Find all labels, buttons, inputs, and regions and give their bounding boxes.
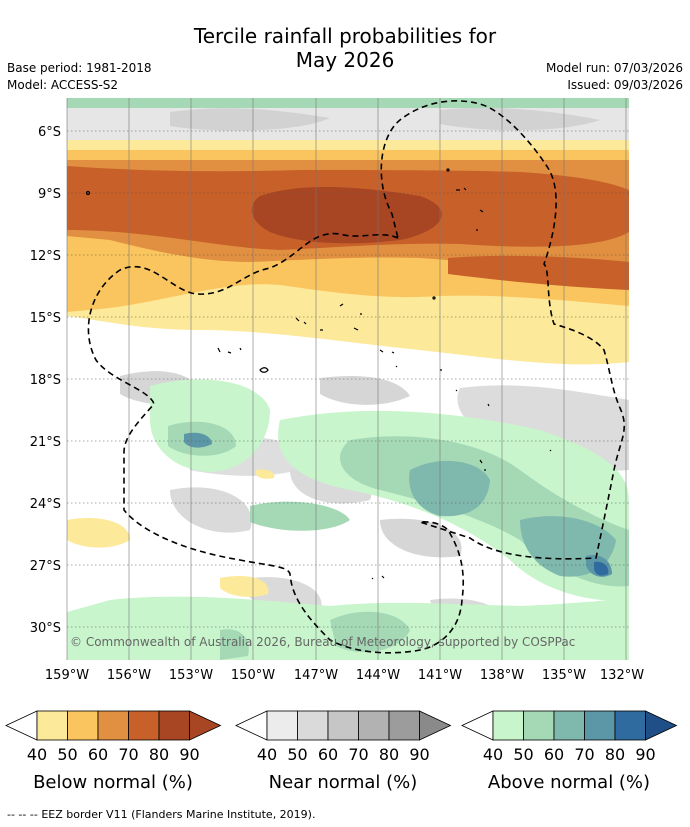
colorbar-tick-label: 70 xyxy=(118,745,138,764)
colorbar-tick-label: 70 xyxy=(348,745,368,764)
colorbar-segment xyxy=(128,710,160,741)
colorbar-segment xyxy=(523,710,555,741)
colorbar-tick-label: 40 xyxy=(27,745,47,764)
colorbar-segment xyxy=(36,710,68,741)
colorbar-segment xyxy=(97,710,129,741)
lat-label-24s: 24°S xyxy=(30,497,61,512)
colorbar-segment xyxy=(158,710,190,741)
eez-legend: -- -- -- EEZ border V11 (Flanders Marine… xyxy=(7,808,315,821)
lon-labels: 159°W 156°W 153°W 150°W 147°W 144°W 141°… xyxy=(45,668,644,683)
colorbar-tick-label: 70 xyxy=(574,745,594,764)
base-period: Base period: 1981-2018 xyxy=(7,61,152,75)
gridlines xyxy=(67,130,629,628)
colorbar-tick-label: 50 xyxy=(57,745,77,764)
colorbar-segment xyxy=(297,710,329,741)
colorbar-tick-label: 90 xyxy=(409,745,429,764)
colorbar-tick-label: 40 xyxy=(483,745,503,764)
lon-label-150w: 150°W xyxy=(231,668,275,683)
lat-label-27s: 27°S xyxy=(30,559,61,574)
lon-label-144w: 144°W xyxy=(356,668,400,683)
colorbar-tick-label: 40 xyxy=(257,745,277,764)
lat-label-6s: 6°S xyxy=(38,125,61,140)
lat-label-21s: 21°S xyxy=(30,435,61,450)
colorbar-segment xyxy=(327,710,359,741)
copyright-note: © Commonwealth of Australia 2026, Bureau… xyxy=(70,635,575,649)
colorbar-segment xyxy=(67,710,99,741)
colorbar-above-normal: 40 50 60 70 80 90 xyxy=(461,710,678,764)
lon-label-147w: 147°W xyxy=(294,668,338,683)
model-run-date: Model run: 07/03/2026 xyxy=(545,61,683,75)
colorbar-tick-label: 90 xyxy=(635,745,655,764)
lon-label-132w: 132°W xyxy=(600,668,644,683)
colorbar-tick-label: 60 xyxy=(544,745,564,764)
lon-label-153w: 153°W xyxy=(169,668,213,683)
lon-label-135w: 135°W xyxy=(542,668,586,683)
colorbar-below-normal: 40 50 60 70 80 90 xyxy=(5,710,222,764)
lat-label-9s: 9°S xyxy=(38,187,61,202)
lon-label-156w: 156°W xyxy=(107,668,151,683)
colorbar-title-above: Above normal (%) xyxy=(488,772,650,793)
eez-legend-symbol: -- -- -- xyxy=(7,808,38,821)
lon-label-141w: 141°W xyxy=(418,668,462,683)
meridians xyxy=(66,98,627,660)
issued-date: Issued: 09/03/2026 xyxy=(567,78,683,92)
lon-label-159w: 159°W xyxy=(45,668,89,683)
lon-label-138w: 138°W xyxy=(480,668,524,683)
colorbar-segment xyxy=(584,710,616,741)
colorbar-segment xyxy=(388,710,420,741)
colorbar-title-below: Below normal (%) xyxy=(33,772,193,793)
lat-label-18s: 18°S xyxy=(30,373,61,388)
colorbar-segment xyxy=(358,710,390,741)
colorbar-min-arrow xyxy=(5,710,38,741)
colorbar-tick-label: 80 xyxy=(605,745,625,764)
colorbar-tick-label: 50 xyxy=(287,745,307,764)
eez-legend-text: EEZ border V11 (Flanders Marine Institut… xyxy=(41,808,316,821)
lat-label-12s: 12°S xyxy=(30,249,61,264)
colorbar-segment xyxy=(266,710,298,741)
colorbar-max-arrow xyxy=(419,710,452,741)
colorbar-tick-label: 90 xyxy=(179,745,199,764)
probability-field xyxy=(67,98,629,660)
chart-title-line2: May 2026 xyxy=(295,48,395,72)
model-name: Model: ACCESS-S2 xyxy=(7,78,119,92)
colorbar-near-normal: 40 50 60 70 80 90 xyxy=(235,710,452,764)
colorbar-segment xyxy=(492,710,524,741)
colorbar-segment xyxy=(614,710,646,741)
eez-borders xyxy=(87,100,626,654)
chart-title-line1: Tercile rainfall probabilities for xyxy=(193,24,497,48)
colorbar-max-arrow xyxy=(189,710,222,741)
colorbar-title-near: Near normal (%) xyxy=(269,772,418,793)
colorbar-tick-label: 50 xyxy=(513,745,533,764)
colorbar-segment xyxy=(553,710,585,741)
colorbar-tick-label: 60 xyxy=(318,745,338,764)
islands xyxy=(85,168,552,580)
colorbar-min-arrow xyxy=(461,710,494,741)
colorbar-tick-label: 80 xyxy=(379,745,399,764)
colorbar-min-arrow xyxy=(235,710,268,741)
lat-label-30s: 30°S xyxy=(30,621,61,636)
colorbar-tick-label: 80 xyxy=(149,745,169,764)
colorbar-tick-label: 60 xyxy=(88,745,108,764)
lat-label-15s: 15°S xyxy=(30,311,61,326)
colorbar-max-arrow xyxy=(645,710,678,741)
lat-labels: 6°S 9°S 12°S 15°S 18°S 21°S 24°S 27°S 30… xyxy=(30,125,61,636)
